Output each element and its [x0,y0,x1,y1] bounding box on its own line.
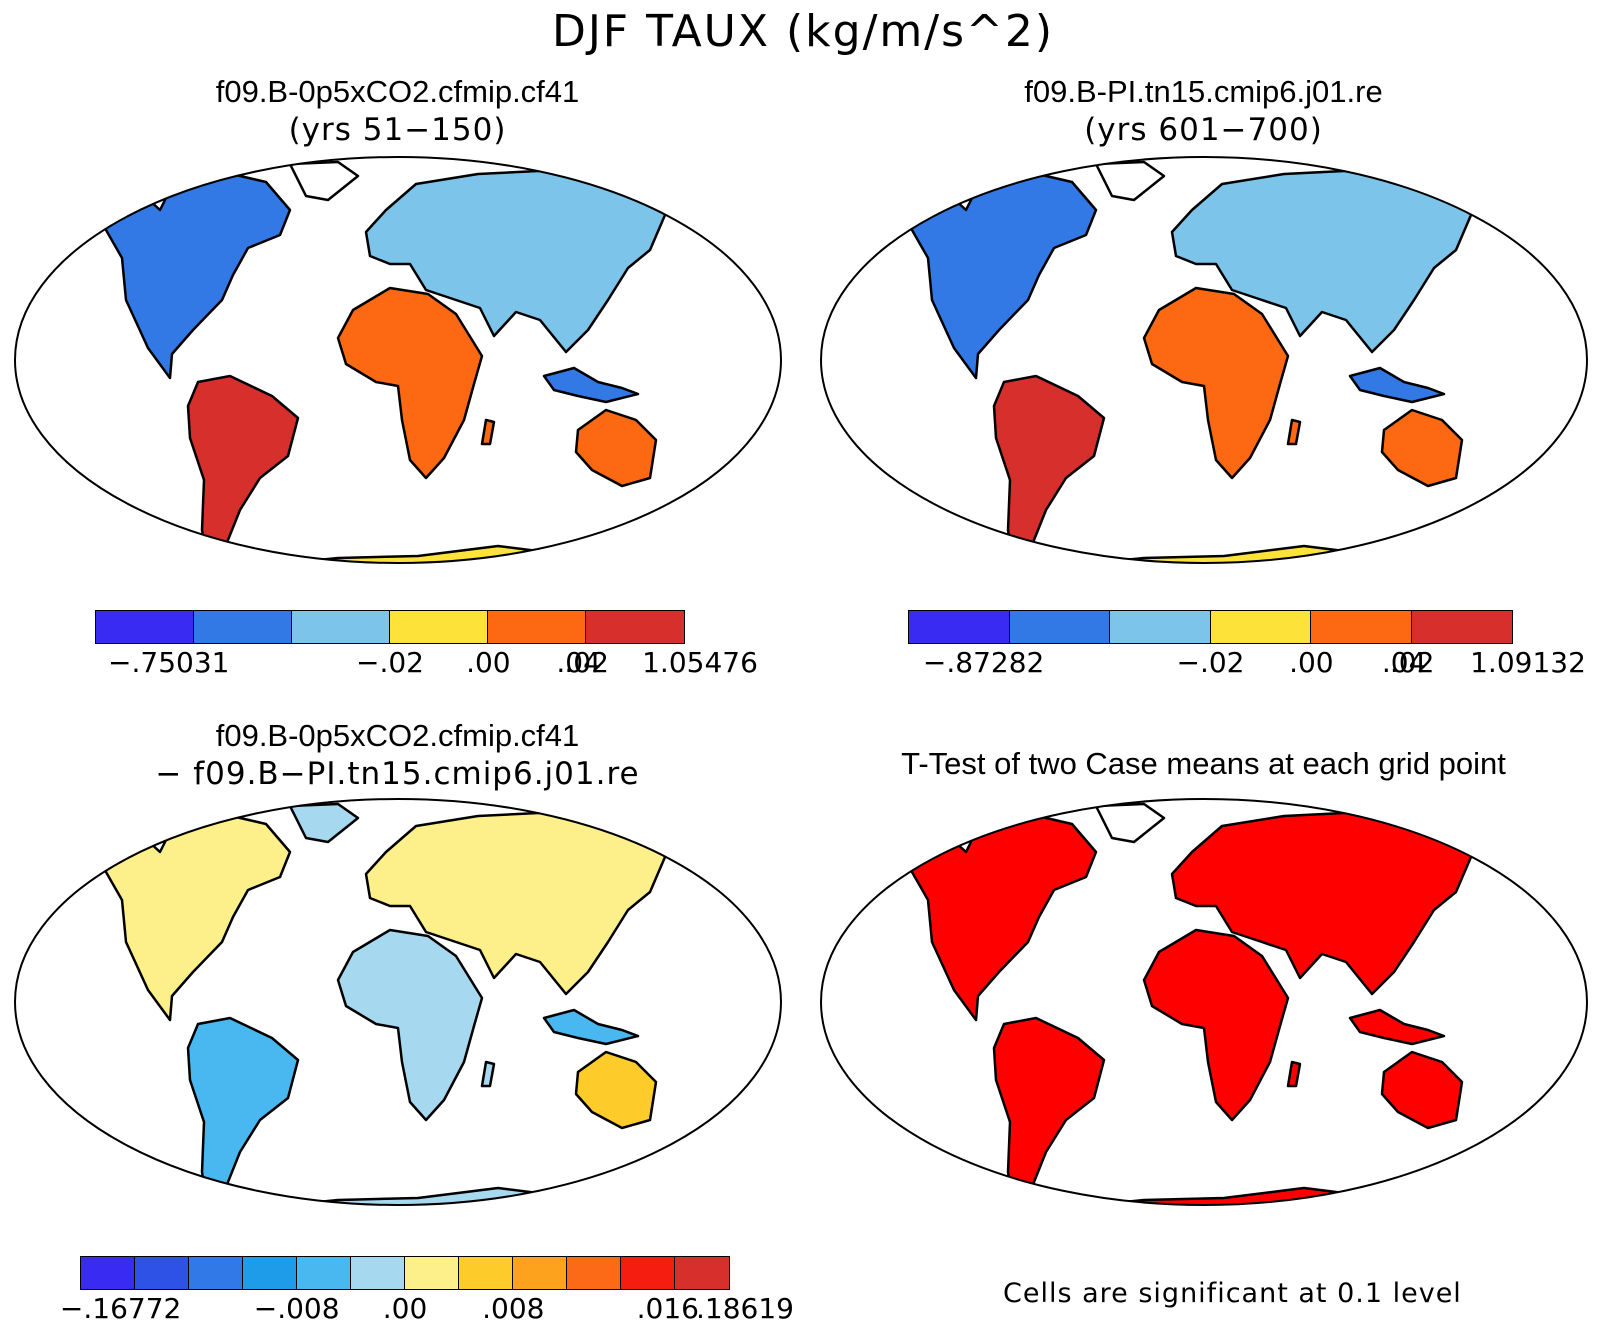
north-america-region [902,170,1098,380]
australia-region [1380,1050,1464,1130]
south-america-region [186,374,300,563]
colorbar-swatch [909,611,1010,643]
panel-2-map [820,156,1588,564]
colorbar-swatch [390,611,488,643]
map-boundary [14,798,782,1206]
colorbar-swatch [292,611,390,643]
australia-region [1380,408,1464,488]
colorbar-swatch [1210,611,1311,643]
panel-3-title-line2: − f09.B−PI.tn15.cmip6.j01.re [155,756,640,792]
panel-2-title-line1: f09.B-PI.tn15.cmip6.j01.re [1024,74,1383,109]
panel-4-title-line1: T-Test of two Case means at each grid po… [901,746,1506,781]
greenland-region [1094,802,1166,844]
panel-1-title-line1: f09.B-0p5xCO2.cfmip.cf41 [215,74,580,109]
panel-3-title-line1: f09.B-0p5xCO2.cfmip.cf41 [215,718,580,753]
southeast-asia-region [542,366,640,404]
panel-2-title-line2: (yrs 601−700) [1084,112,1323,148]
greenland-region [288,802,360,844]
panel-4-title: T-Test of two Case means at each grid po… [806,746,1601,782]
south-america-region [186,1016,300,1205]
map-boundary [820,156,1588,564]
colorbar-label: .18619 [696,1292,794,1325]
madagascar-region [1286,418,1302,446]
southeast-asia-region [542,1008,640,1046]
colorbar-swatch [621,1257,675,1289]
map-boundary [14,156,782,564]
colorbar-label: .00 [382,1292,428,1325]
panel-3-colorbar [80,1256,730,1290]
colorbar-label: .016 [636,1292,699,1325]
southeast-asia-region [1348,1008,1446,1046]
australia-region [574,408,658,488]
greenland-region [288,160,360,202]
panel-1-title-line2: (yrs 51−150) [288,112,507,148]
colorbar-swatch [1009,611,1110,643]
madagascar-region [1286,1060,1302,1088]
colorbar-label: −.008 [253,1292,340,1325]
map-boundary [820,798,1588,1206]
colorbar-swatch [135,1257,189,1289]
panel-2-title: f09.B-PI.tn15.cmip6.j01.re (yrs 601−700) [806,74,1601,148]
panel-1-map [14,156,782,564]
colorbar-swatch [1411,611,1512,643]
africa-region [336,286,484,480]
colorbar-swatch [297,1257,351,1289]
africa-region [336,928,484,1122]
colorbar-swatch [1110,611,1211,643]
colorbar-label: −.87282 [922,646,1045,679]
colorbar-swatch [351,1257,405,1289]
colorbar-label: 1.09132 [1470,646,1586,679]
panel-4-map [820,798,1588,1206]
colorbar-swatch [243,1257,297,1289]
colorbar-swatch [194,611,292,643]
colorbar-label: −.16772 [59,1292,182,1325]
north-america-region [96,812,292,1022]
colorbar-label: 1.05476 [642,646,758,679]
colorbar-label: .02 [1389,646,1435,679]
greenland-region [1094,160,1166,202]
colorbar-swatch [189,1257,243,1289]
panel-1-colorbar [95,610,685,644]
colorbar-swatch [675,1257,729,1289]
colorbar-label: .04 [1381,646,1427,679]
madagascar-region [480,1060,496,1088]
southeast-asia-region [1348,366,1446,404]
colorbar-label: −.75031 [108,646,230,679]
colorbar-swatch [513,1257,567,1289]
australia-region [574,1050,658,1130]
panel-1-title: f09.B-0p5xCO2.cfmip.cf41 (yrs 51−150) [0,74,795,148]
madagascar-region [480,418,496,446]
colorbar-label: .008 [482,1292,545,1325]
africa-region [1142,928,1290,1122]
north-america-region [902,812,1098,1022]
south-america-region [992,374,1106,563]
north-america-region [96,170,292,380]
colorbar-label: −.02 [1176,646,1245,679]
south-america-region [992,1016,1106,1205]
africa-region [1142,286,1290,480]
colorbar-swatch [81,1257,135,1289]
panel-3-map [14,798,782,1206]
panel-2-colorbar [908,610,1513,644]
colorbar-label: .00 [466,646,511,679]
colorbar-swatch [1311,611,1412,643]
colorbar-swatch [459,1257,513,1289]
significance-note: Cells are significant at 0.1 level [1003,1278,1462,1309]
colorbar-swatch [405,1257,459,1289]
colorbar-swatch [96,611,194,643]
colorbar-label: −.02 [356,646,424,679]
colorbar-label: .00 [1289,646,1334,679]
main-title: DJF TAUX (kg/m/s^2) [551,6,1055,57]
colorbar-swatch [586,611,684,643]
panel-3-title: f09.B-0p5xCO2.cfmip.cf41 − f09.B−PI.tn15… [0,718,795,792]
colorbar-label: .02 [564,646,609,679]
colorbar-label: .04 [556,646,601,679]
colorbar-swatch [488,611,586,643]
colorbar-swatch [567,1257,621,1289]
